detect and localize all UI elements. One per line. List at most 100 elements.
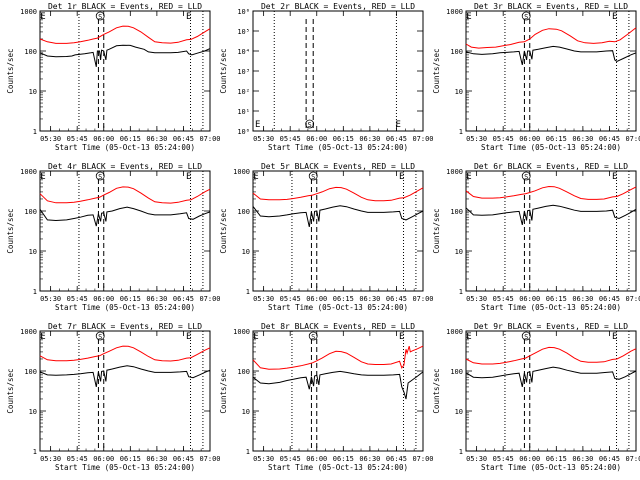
end-marker-label: E <box>466 332 471 342</box>
panel-title: Det 2r BLACK = Events, RED = LLD <box>261 2 415 11</box>
x-tick-label: 05:30 <box>40 455 61 463</box>
plot-frame <box>39 10 211 132</box>
panel-det-9: Det 9r BLACK = Events, RED = LLD 05:30 05:… <box>432 322 640 472</box>
end-marker-label-2: E <box>612 332 617 342</box>
end-marker-label: E <box>253 172 258 182</box>
plot-frame <box>39 170 211 292</box>
x-axis-label: Start Time (05-Oct-13 05:24:00) <box>481 463 621 472</box>
y-axis-label: Counts/sec <box>219 208 228 253</box>
x-tick-label: 06:15 <box>546 295 567 303</box>
y-tick-label: 1 <box>33 128 37 136</box>
x-tick-label: 07:00 <box>199 135 220 143</box>
panel-det-2: Det 2r BLACK = Events, RED = LLD 05:30 05:… <box>219 2 434 152</box>
x-tick-label: 06:15 <box>120 295 141 303</box>
x-tick-label: 06:15 <box>546 455 567 463</box>
x-tick-label: 06:15 <box>120 455 141 463</box>
y-tick-label: 1 <box>459 448 463 456</box>
lld-series-line <box>39 345 211 362</box>
x-tick-label: 05:30 <box>253 455 274 463</box>
x-tick-label: 06:45 <box>599 295 620 303</box>
y-axis-label: Counts/sec <box>6 368 15 413</box>
y-tick-label: 1000 <box>20 8 37 16</box>
x-tick-label: 05:30 <box>40 135 61 143</box>
y-axis-label: Counts/sec <box>432 208 441 253</box>
y-tick-label: 1000 <box>446 8 463 16</box>
x-tick-label: 06:15 <box>333 135 354 143</box>
panel-title: Det 6r BLACK = Events, RED = LLD <box>474 162 628 171</box>
x-tick-label: 06:15 <box>546 135 567 143</box>
y-tick-label: 1 <box>459 128 463 136</box>
x-axis-label: Start Time (05-Oct-13 05:24:00) <box>481 143 621 152</box>
plot-frame <box>465 330 637 452</box>
y-tick-label: 100 <box>24 368 37 376</box>
panel-det-3: Det 3r BLACK = Events, RED = LLD 05:30 05:… <box>432 2 640 152</box>
start-marker-label: S <box>524 333 528 341</box>
x-axis-label: Start Time (05-Oct-13 05:24:00) <box>268 463 408 472</box>
y-axis-label: Counts/sec <box>6 48 15 93</box>
x-tick-label: 06:15 <box>333 295 354 303</box>
panel-title: Det 9r BLACK = Events, RED = LLD <box>474 322 628 331</box>
end-marker-label: E <box>466 12 471 22</box>
y-tick-label: 100 <box>450 368 463 376</box>
start-marker-label: S <box>98 13 102 21</box>
x-tick-label: 06:45 <box>599 135 620 143</box>
y-tick-label: 1000 <box>20 328 37 336</box>
x-tick-label: 05:45 <box>280 455 301 463</box>
x-tick-label: 07:00 <box>199 295 220 303</box>
x-tick-label: 06:30 <box>146 295 167 303</box>
x-tick-label: 05:30 <box>466 135 487 143</box>
lld-series-line <box>39 186 211 204</box>
y-tick-label: 100 <box>24 48 37 56</box>
panel-det-8: Det 8r BLACK = Events, RED = LLD 05:30 05:… <box>219 322 434 472</box>
panel-det-5: Det 5r BLACK = Events, RED = LLD 05:30 05:… <box>219 162 434 312</box>
x-tick-label: 07:00 <box>625 295 640 303</box>
panel-title: Det 4r BLACK = Events, RED = LLD <box>48 162 202 171</box>
start-marker-circle <box>308 331 318 341</box>
start-marker-circle <box>95 331 105 341</box>
y-tick-label: 100 <box>237 368 250 376</box>
start-marker-circle <box>305 119 315 129</box>
x-tick-label: 05:45 <box>280 295 301 303</box>
end-marker-label: E <box>255 120 260 130</box>
events-series-line <box>465 204 637 226</box>
x-tick-label: 06:00 <box>93 455 114 463</box>
y-tick-label: 10 <box>29 408 37 416</box>
x-tick-label: 06:15 <box>120 135 141 143</box>
end-marker-label-2: E <box>612 12 617 22</box>
y-tick-label: 1 <box>33 288 37 296</box>
panel-title: Det 8r BLACK = Events, RED = LLD <box>261 322 415 331</box>
x-axis-label: Start Time (05-Oct-13 05:24:00) <box>268 303 408 312</box>
start-marker-label: S <box>311 173 315 181</box>
lld-series-line <box>39 25 211 44</box>
x-tick-label: 05:30 <box>253 135 274 143</box>
x-tick-label: 06:45 <box>173 455 194 463</box>
end-marker-label-2: E <box>399 332 404 342</box>
y-tick-label: 1 <box>459 288 463 296</box>
start-marker-circle <box>521 11 531 21</box>
plot-frame <box>252 170 424 292</box>
end-marker-label: E <box>466 172 471 182</box>
y-tick-label: 10 <box>455 248 463 256</box>
panel-det-6: Det 6r BLACK = Events, RED = LLD 05:30 05:… <box>432 162 640 312</box>
x-tick-label: 07:00 <box>625 135 640 143</box>
events-series-line <box>252 370 424 400</box>
panel-title: Det 1r BLACK = Events, RED = LLD <box>48 2 202 11</box>
x-tick-label: 05:45 <box>493 455 514 463</box>
plot-frame <box>465 10 637 132</box>
x-axis-label: Start Time (05-Oct-13 05:24:00) <box>55 303 195 312</box>
events-series-line <box>39 365 211 388</box>
start-marker-circle <box>308 171 318 181</box>
y-tick-label: 1 <box>33 448 37 456</box>
x-tick-label: 06:45 <box>386 135 407 143</box>
panel-det-1: Det 1r BLACK = Events, RED = LLD 05:30 05:… <box>6 2 221 152</box>
lld-series-line <box>252 345 424 370</box>
lld-series-line <box>465 27 637 49</box>
start-marker-circle <box>521 331 531 341</box>
y-tick-label: 10 <box>455 88 463 96</box>
x-axis-label: Start Time (05-Oct-13 05:24:00) <box>481 303 621 312</box>
x-tick-label: 06:00 <box>306 455 327 463</box>
y-tick-label: 10³ <box>237 68 250 76</box>
x-tick-label: 06:30 <box>572 455 593 463</box>
start-marker-label: S <box>311 333 315 341</box>
